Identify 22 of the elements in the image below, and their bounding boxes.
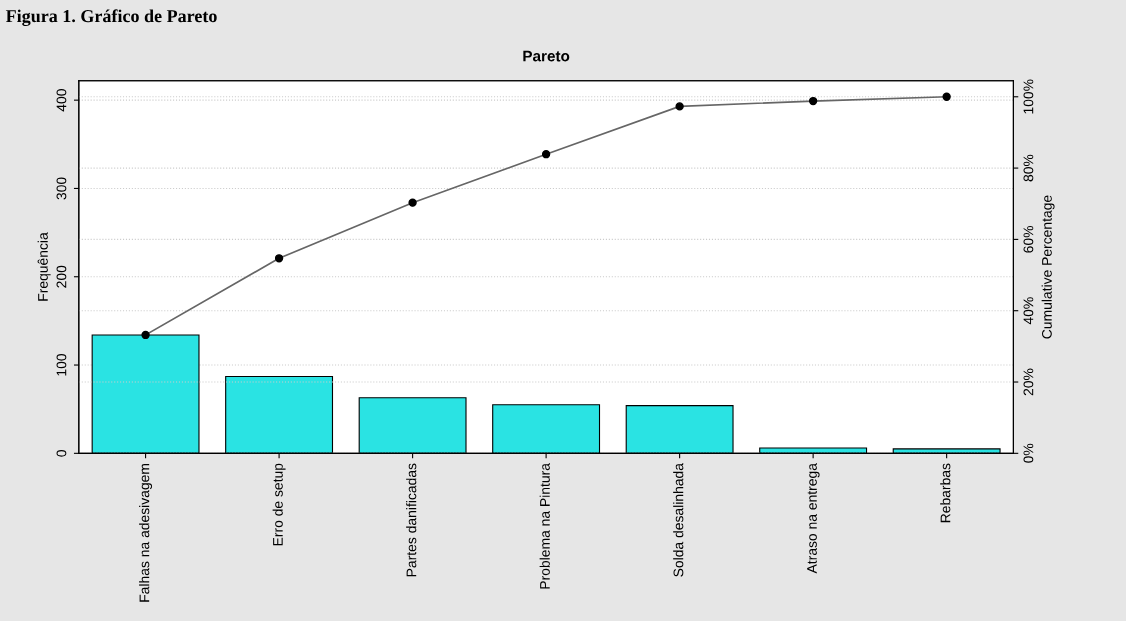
x-tick-label: Falhas na adesivagem (139, 463, 153, 602)
y2-tick-label: 0% (1023, 443, 1034, 463)
x-tick-label: Solda desalinhada (673, 463, 684, 577)
y2-tick-label: 100% (1023, 79, 1034, 114)
y2-tick-label: 20% (1023, 368, 1034, 396)
y-tick-label: 200 (56, 265, 67, 288)
y-tick-label: 400 (56, 89, 67, 112)
x-tick-label: Problema na Pintura (539, 463, 550, 589)
x-tick-label: Erro de setup (272, 463, 286, 546)
y2-tick-label: 40% (1023, 297, 1034, 325)
y-tick-label: 100 (56, 353, 67, 376)
y2-tick-label: 60% (1023, 225, 1034, 253)
y-tick-label: 0 (56, 450, 67, 457)
y-axis-title: Frequência (37, 232, 51, 301)
y2-axis-title: Cumulative Percentage (1041, 195, 1055, 339)
x-tick-label: Rebarbas (940, 463, 951, 523)
chart-title: Pareto (523, 50, 570, 62)
x-tick-label: Partes danificadas (406, 463, 417, 577)
y2-tick-label: 80% (1023, 154, 1034, 182)
y-tick-label: 300 (56, 177, 67, 200)
text: Figura 1. Gráfico de Pareto (5, 9, 217, 27)
x-tick-label: Atraso na entrega (807, 463, 820, 574)
